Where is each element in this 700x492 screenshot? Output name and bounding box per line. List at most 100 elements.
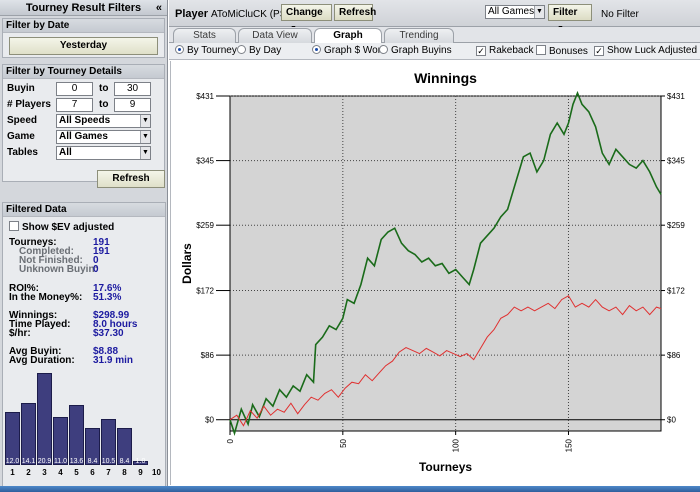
rakeback-option[interactable]: ✓ Rakeback: [476, 45, 533, 56]
show-luck-label: Show Luck Adjusted Winn: [607, 45, 700, 56]
tab-bar: Stats Data View Graph Trending: [169, 27, 700, 44]
plot-area: [229, 95, 662, 432]
histogram-x-label: 5: [74, 468, 79, 477]
window-bottom-edge: [0, 486, 700, 492]
y-tick-label: $0: [205, 416, 214, 425]
rakeback-label: Rakeback: [489, 45, 534, 56]
stat-itm-label: In the Money%:: [9, 292, 83, 303]
buyin-max-input[interactable]: 30: [114, 82, 151, 96]
show-luck-checkbox[interactable]: ✓: [594, 46, 604, 56]
histogram-x-label: 1: [10, 468, 15, 477]
players-min-input[interactable]: 7: [56, 98, 93, 112]
stat-not-finished-label: Not Finished:: [19, 255, 83, 266]
stat-avg-duration-label: Avg Duration:: [9, 355, 75, 366]
histogram-bar: [5, 412, 20, 465]
stat-time-played-label: Time Played:: [9, 319, 71, 330]
show-ev-label: Show $EV adjusted: [22, 222, 115, 233]
chevron-down-icon[interactable]: ▼: [140, 147, 150, 159]
winnings-chart: $0 $0 $86 $86 $172 $172 $259 $259 $345 $345 $431 $4…: [180, 70, 685, 474]
tab-stats[interactable]: Stats: [173, 28, 236, 43]
graph-buyins-label: Graph Buyins: [391, 45, 452, 56]
histogram-bar-label: 8.4: [87, 458, 98, 465]
stat-avg-duration-value: 31.9 min: [93, 355, 134, 366]
stat-winnings-value: $298.99: [93, 310, 130, 321]
players-label: # Players: [7, 99, 51, 110]
top-toolbar: Player AToMiCluCK (PS) Change ▼ Refresh …: [169, 0, 700, 32]
bonuses-label: Bonuses: [549, 46, 588, 57]
histogram-x-label: 2: [26, 468, 31, 477]
graph-won-option[interactable]: Graph $ Won: [312, 45, 383, 56]
histogram-bar: [117, 428, 132, 465]
show-ev-checkbox[interactable]: [9, 221, 19, 231]
histogram-x-label: 10: [152, 468, 161, 477]
graph-won-radio[interactable]: [312, 45, 321, 54]
by-tourney-radio[interactable]: [175, 45, 184, 54]
y-tick-label: $345: [196, 157, 214, 166]
histogram-bar-label: 13.6: [69, 458, 84, 465]
histogram-bar: [85, 428, 100, 465]
luck-adjusted-series-line: [229, 295, 662, 427]
filter-by-date-group: Filter by Date Yesterday: [2, 18, 165, 58]
histogram-bar: [21, 402, 36, 465]
histogram-bar-label: 10.5: [101, 458, 116, 465]
tab-trending[interactable]: Trending: [384, 28, 454, 43]
stat-itm-value: 51.3%: [93, 292, 122, 303]
winnings-chart-area: $0 $0 $86 $86 $172 $172 $259 $259 $345 $345 $431 $4…: [170, 61, 700, 485]
bonuses-checkbox[interactable]: [536, 45, 546, 55]
players-max-input[interactable]: 9: [114, 98, 151, 112]
refresh-player-button[interactable]: Refresh: [334, 4, 376, 21]
chevron-down-icon[interactable]: ▼: [140, 131, 150, 143]
filtered-data-title: Filtered Data: [3, 203, 165, 217]
chevron-down-icon[interactable]: ▼: [140, 115, 150, 127]
stat-unknown-buyin-label: Unknown Buyin:: [19, 264, 98, 275]
histogram-bar-label: 20.9: [37, 458, 52, 465]
histogram-x-label: 6: [90, 468, 95, 477]
filter-status: No Filter: [601, 9, 639, 20]
buyin-min-input[interactable]: 0: [56, 82, 93, 96]
bonuses-option[interactable]: Bonuses: [536, 45, 588, 57]
show-ev-row[interactable]: Show $EV adjusted: [9, 221, 114, 233]
by-tourney-option[interactable]: By Tourney: [175, 45, 237, 56]
tables-select-value: All: [59, 147, 72, 158]
change-label: Change: [286, 7, 323, 18]
tab-data-view[interactable]: Data View: [238, 28, 312, 43]
by-day-option[interactable]: By Day: [237, 45, 281, 56]
game-label: Game: [7, 131, 35, 142]
collapse-icon[interactable]: «: [155, 2, 162, 14]
graph-buyins-option[interactable]: Graph Buyins: [379, 45, 452, 56]
graph-won-label: Graph $ Won: [324, 45, 384, 56]
games-select[interactable]: All Games ▼: [485, 5, 545, 19]
y-tick-label: $86: [201, 351, 215, 360]
histogram-bar-label: 1.0: [135, 458, 146, 465]
player-label: Player: [175, 8, 209, 20]
histogram-x-label: 3: [42, 468, 47, 477]
game-select[interactable]: All Games ▼: [56, 130, 151, 144]
rakeback-checkbox[interactable]: ✓: [476, 46, 486, 56]
y-tick-label-right: $172: [667, 287, 685, 296]
histogram-bar: [101, 418, 116, 465]
y-tick-label-right: $345: [667, 157, 685, 166]
histogram-bar-label: 12.0: [5, 458, 20, 465]
filter-by-date-title: Filter by Date: [3, 19, 164, 33]
change-player-button[interactable]: Change ▼: [281, 4, 332, 32]
date-button[interactable]: Yesterday: [9, 37, 158, 55]
by-day-label: By Day: [249, 45, 282, 56]
chevron-down-icon[interactable]: ▼: [534, 6, 544, 18]
winnings-series-line: [229, 90, 662, 437]
refresh-filters-button[interactable]: Refresh: [97, 170, 165, 188]
speed-select[interactable]: All Speeds ▼: [56, 114, 151, 128]
filter-button[interactable]: Filter ▼: [548, 4, 592, 32]
show-luck-option[interactable]: ✓Show Luck Adjusted Winn: [594, 45, 700, 56]
stat-per-hour-value: $37.30: [93, 328, 124, 339]
tables-select[interactable]: All ▼: [56, 146, 151, 160]
histogram-bar: [69, 405, 84, 465]
histogram-bar: [37, 373, 52, 465]
histogram-x-label: 7: [106, 468, 111, 477]
x-tick-label: 100: [452, 438, 461, 452]
game-select-value: All Games: [59, 131, 108, 142]
by-day-radio[interactable]: [237, 45, 246, 54]
graph-buyins-radio[interactable]: [379, 45, 388, 54]
tab-graph[interactable]: Graph: [314, 28, 382, 44]
filter-by-details-title: Filter by Tourney Details: [3, 65, 164, 79]
y-axis-label: Dollars: [180, 243, 194, 284]
